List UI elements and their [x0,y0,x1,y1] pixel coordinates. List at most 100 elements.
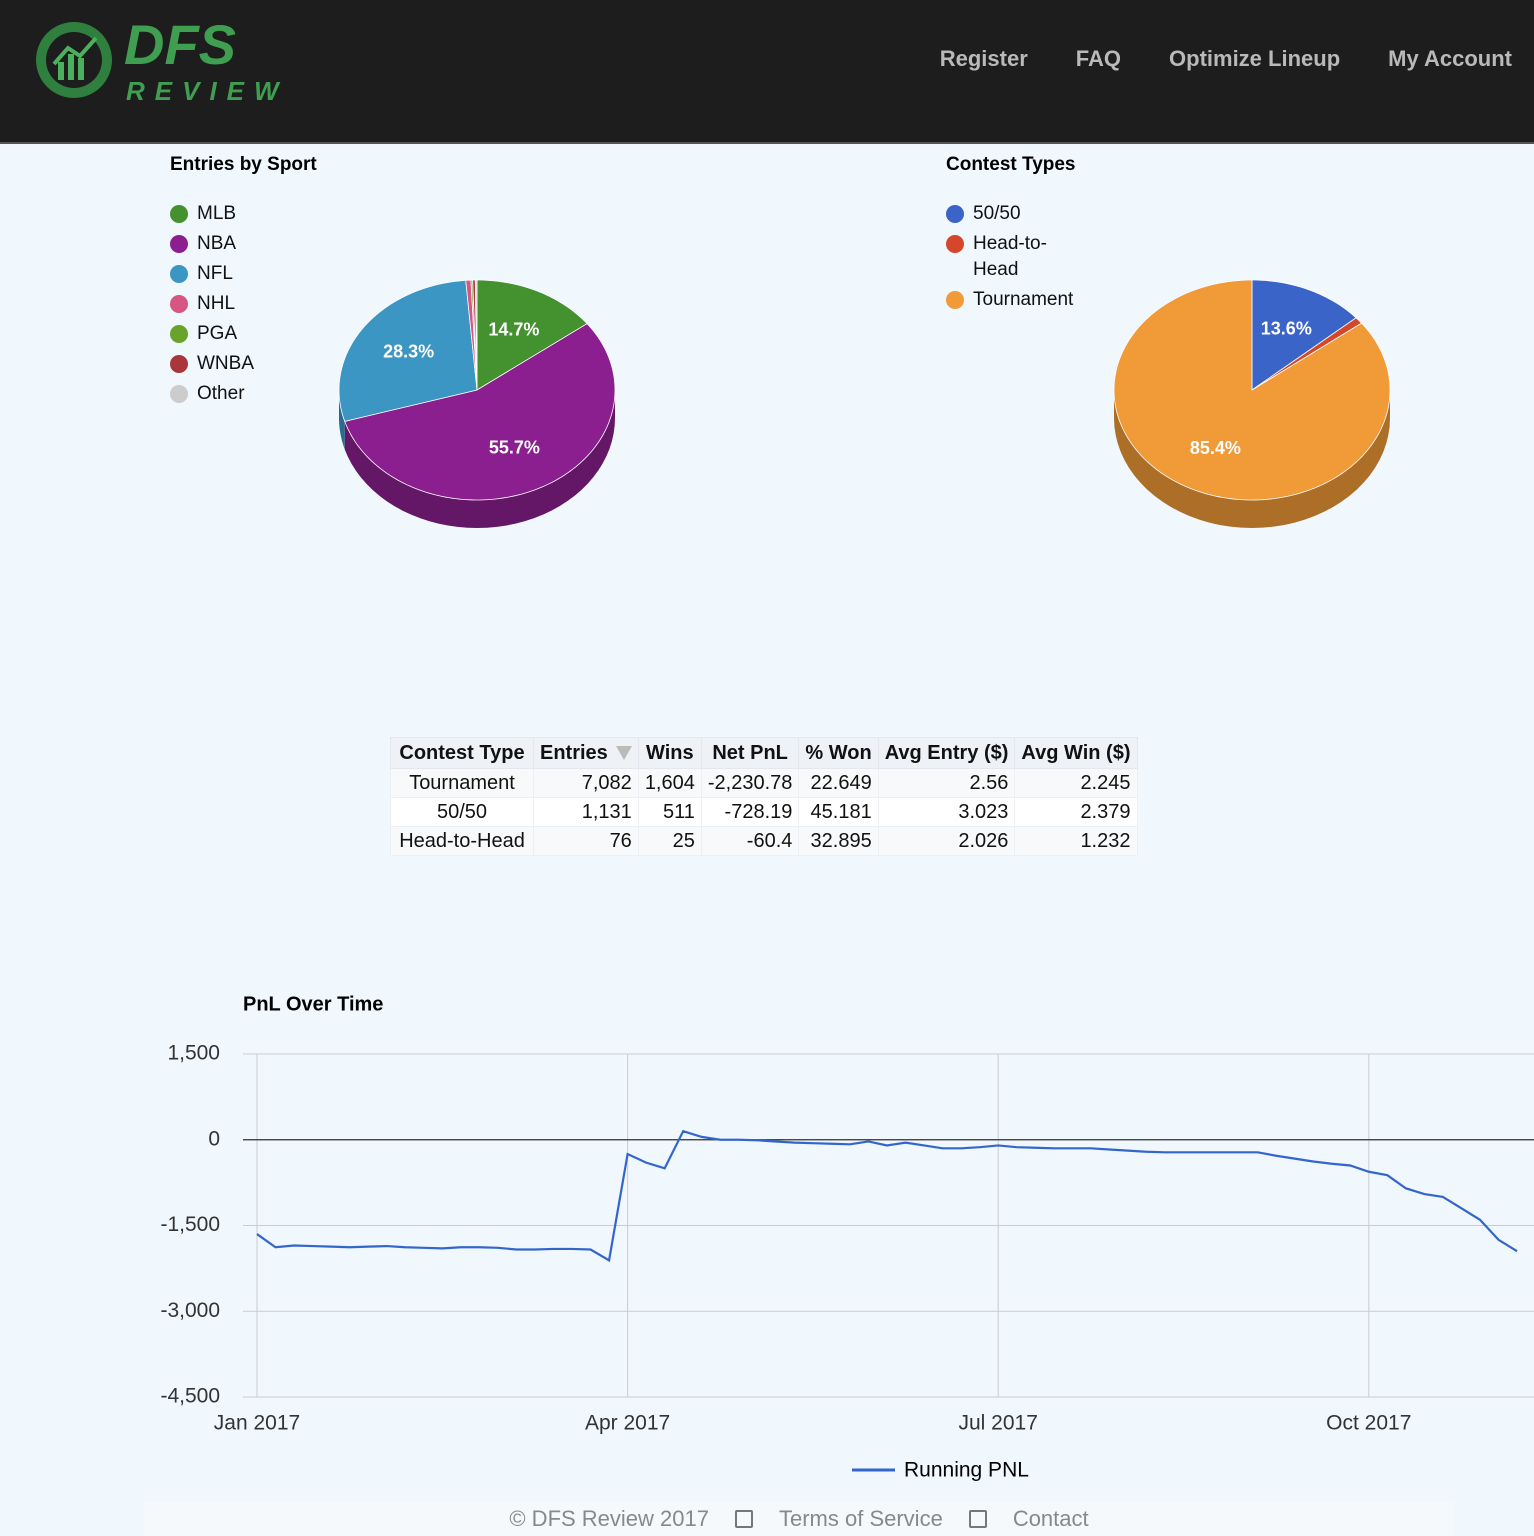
table-row: 50/50 1,131 511 -728.19 45.181 3.023 2.379 [390,797,1138,827]
y-tick-label: -4,500 [160,1385,220,1408]
footer-link[interactable]: Terms of Service [778,1506,943,1531]
table-cell: 32.895 [798,826,879,856]
legend-label: NFL [197,263,233,284]
separator-box [968,1510,987,1528]
legend-label: PGA [197,323,238,344]
column-header-label: Contest Type [399,741,525,764]
copyright: © DFS Review 2017 [509,1506,709,1531]
table-cell: 3.023 [877,797,1016,827]
column-header-label: % Won [805,741,872,764]
pie-slice-side [344,390,615,528]
nav-link[interactable]: FAQ [1075,46,1122,71]
y-tick-label: -3,000 [160,1299,220,1322]
footer: © DFS Review 2017 Terms of Service Contact [144,1502,1454,1536]
footer-link[interactable]: Contact [1012,1506,1089,1531]
value-label: 28.3% [383,341,434,361]
nav-link[interactable]: Register [939,46,1028,71]
legend-label: 50/50 [973,203,1021,224]
column-header: Contest Type [390,737,534,769]
table-cell: 7,082 [533,768,639,798]
column-header: Entries [533,737,639,769]
legend-item: Other [170,381,290,407]
pie-slice [338,279,478,422]
table-cell: 22.649 [798,768,879,798]
legend-item: MLB [170,201,290,227]
value-label: 13.6% [1261,319,1312,339]
logo-icon [68,54,74,80]
legend-swatch [170,355,188,373]
legend-label: NBA [197,233,237,254]
y-tick-label: 1,500 [167,1042,220,1065]
charts: Entries by Sport 14.7% 55.7% 28.3% Contest T… [160,154,1534,1482]
table-cell: 1,604 [637,768,702,798]
nav-link[interactable]: Optimize Lineup [1169,46,1341,71]
table-cell: 25 [637,826,702,856]
legend-label: MLB [197,203,237,224]
table-cell: 2.56 [877,768,1016,798]
column-header: Avg Win ($) [1014,737,1138,769]
nav: Register FAQ Optimize Lineup My Account [940,46,1512,72]
logo-text: DFS [124,18,236,76]
logo-icon [78,58,84,80]
legend-item: NFL [170,261,290,287]
column-header: % Won [798,737,879,769]
column-header: Avg Entry ($) [877,737,1016,769]
column-header-label: Net PnL [712,741,788,764]
value-label: 14.7% [488,320,539,340]
nav-link[interactable]: My Account [1388,46,1512,71]
column-header-label: Wins [646,741,694,764]
x-tick-label: Apr 2017 [585,1412,670,1435]
separator-box [734,1510,753,1528]
legend-item: NBA [170,231,290,257]
column-header: Net PnL [700,737,800,769]
table-cell: 2.379 [1014,797,1138,827]
line-series [256,1129,1518,1263]
summary-table: Contest Type Entries Wins Net PnL % Won Avg E… [390,737,1138,856]
pie-slice [476,279,588,391]
legend-label: Head-to-Head [973,233,1047,280]
legend-item: Head-to-Head [946,231,1071,283]
table-cell: 1.232 [1014,826,1138,856]
table-body: Tournament 7,082 1,604 -2,230.78 22.649 2.56 2… [390,768,1138,856]
chart-title: PnL Over Time [243,993,383,1015]
legend-item: WNBA [170,351,290,377]
legend: MLB NBA NFL NHL PGA WNBA Other [170,201,290,411]
y-tick-label: -1,500 [160,1213,220,1236]
pie-slice-side [339,390,345,450]
legend-swatch [946,205,964,223]
table-cell: Tournament [390,768,534,798]
legend-swatch [170,205,188,223]
table-cell: 76 [533,826,639,856]
legend-swatch [946,291,964,309]
table-row: Tournament 7,082 1,604 -2,230.78 22.649 2.56 2… [390,768,1138,798]
legend-swatch [170,325,188,343]
table-row: Head-to-Head 76 25 -60.4 32.895 2.026 1.232 [390,826,1138,856]
x-tick-label: Jul 2017 [958,1412,1037,1435]
legend-item: Tournament [946,287,1074,313]
column-header-label: Avg Entry ($) [884,741,1009,764]
table-cell: -2,230.78 [700,768,800,798]
column-header-label: Avg Win ($) [1021,741,1131,764]
y-tick-label: 0 [208,1127,220,1150]
x-tick-label: Oct 2017 [1326,1412,1411,1435]
table-cell: -60.4 [700,826,800,856]
logo[interactable]: DFS REVIEW [32,18,292,108]
logo-icon [52,36,98,66]
table-cell: 1,131 [533,797,639,827]
table-cell: 50/50 [390,797,534,827]
legend-item: PGA [170,321,290,347]
legend-label: Tournament [973,289,1074,310]
table-cell: Head-to-Head [390,826,534,856]
pie-slice [1113,279,1391,501]
legend-label: WNBA [197,353,254,374]
column-header: Wins [637,737,702,769]
chart-title: Contest Types [946,154,1076,175]
legend-label: Other [197,383,245,404]
table-cell: -728.19 [700,797,800,827]
legend-label: NHL [197,293,236,314]
table-cell: 511 [637,797,702,827]
pie-slice [344,323,616,501]
legend: 50/50 Head-to-Head Tournament [946,201,1074,317]
column-header-label: Entries [540,741,608,764]
